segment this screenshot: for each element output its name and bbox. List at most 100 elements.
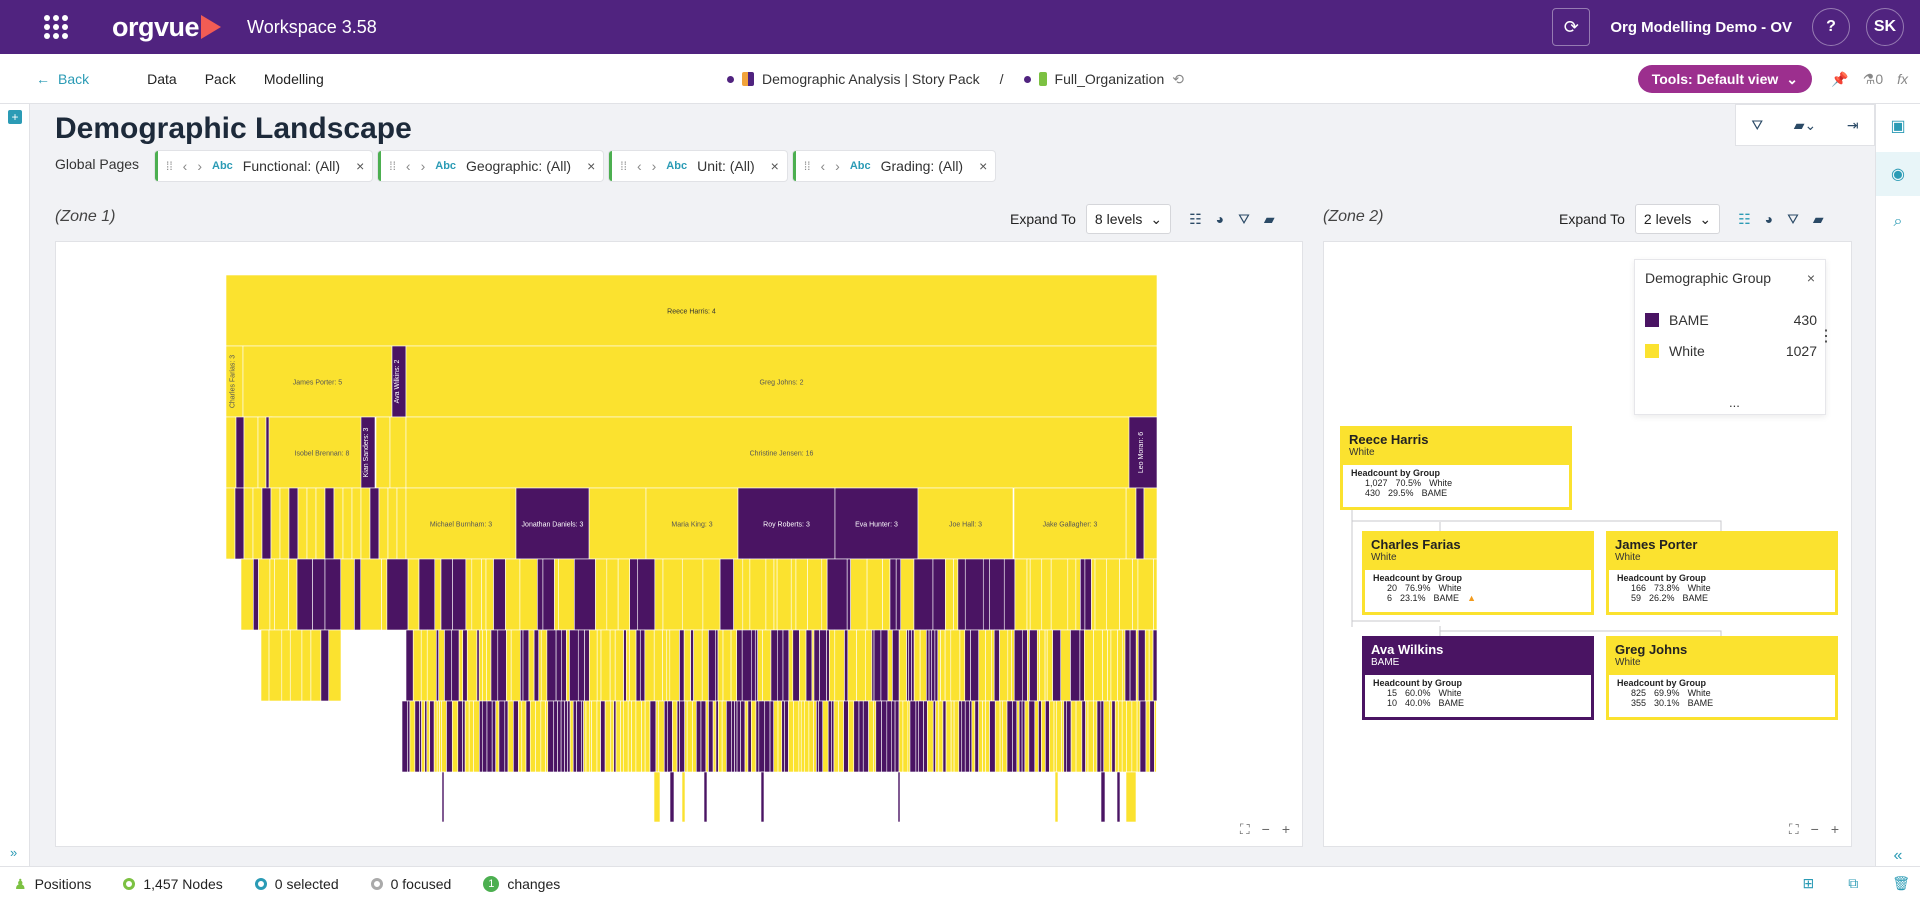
treemap-cell[interactable] [360,487,371,560]
treemap-cell[interactable] [581,700,584,773]
treemap-cell[interactable] [297,487,308,560]
treemap-cell[interactable] [1137,629,1146,702]
treemap-cell[interactable] [722,629,732,702]
treemap-cell[interactable] [644,700,651,773]
treemap-cell[interactable] [1028,700,1036,773]
treemap-cell[interactable] [928,629,933,702]
treemap-cell[interactable] [978,629,986,702]
treemap-cell[interactable] [518,700,523,773]
treemap-cell[interactable] [301,629,312,702]
prev-icon[interactable]: ‹ [636,158,642,174]
treemap-cell[interactable] [769,700,775,773]
treemap-cell[interactable] [537,558,544,631]
treemap-cell[interactable] [478,629,483,702]
treemap-cell[interactable] [683,629,691,702]
status-selected[interactable]: 0 selected [254,876,339,892]
treemap-cell[interactable] [681,771,686,823]
treemap-cell[interactable] [505,558,521,631]
treemap-cell[interactable] [560,700,565,773]
treemap-cell[interactable] [795,558,808,631]
treemap-cell[interactable] [1041,558,1052,631]
treemap-cell[interactable] [649,700,657,773]
treemap-cell[interactable] [804,700,810,773]
treemap-cell[interactable] [1016,700,1020,773]
treemap-cell[interactable] [776,629,784,702]
filter-icon[interactable]: ⛛ [1787,210,1799,227]
treemap-cell[interactable] [712,700,717,773]
treemap-cell[interactable] [614,629,624,702]
treemap-cell[interactable] [1100,700,1105,773]
treemap-cell[interactable] [764,700,771,773]
treemap-cell[interactable] [693,629,703,702]
treemap-cell[interactable] [1153,558,1158,631]
treemap-cell[interactable] [629,558,639,631]
treemap-cell[interactable] [813,700,817,773]
treemap-cell[interactable] [606,558,619,631]
treemap-cell[interactable] [898,629,907,702]
treemap-cell[interactable] [609,629,616,702]
treemap-cell[interactable] [479,700,483,773]
treemap-cell[interactable] [1021,700,1026,773]
treemap-cell[interactable] [944,629,952,702]
treemap-cell[interactable] [1027,629,1030,702]
treemap-cell[interactable] [623,700,629,773]
treemap-cell[interactable] [755,700,760,773]
zoom-out-icon[interactable]: − [1261,821,1270,837]
treemap-cell[interactable] [378,487,389,560]
list-icon[interactable]: ☷ [1738,210,1751,227]
treemap-cell-root[interactable] [225,274,1158,347]
treemap-cell[interactable] [506,629,512,702]
treemap-cell[interactable] [1006,700,1014,773]
treemap-cell[interactable] [635,629,641,702]
close-icon[interactable]: × [356,158,365,174]
treemap-cell[interactable] [476,629,480,702]
treemap-cell[interactable] [1063,700,1067,773]
comment-icon[interactable]: ▰⌄ [1793,116,1817,133]
treemap-cell[interactable] [260,629,270,702]
treemap-cell[interactable] [1139,700,1147,773]
trash-icon[interactable]: 🗑 [1892,875,1910,891]
treemap-cell[interactable] [961,700,966,773]
treemap-cell[interactable] [811,629,815,702]
treemap-cell[interactable] [762,629,772,702]
treemap-cell[interactable] [684,700,688,773]
treemap-cell[interactable] [1103,700,1110,773]
treemap-cell[interactable] [958,700,963,773]
treemap-cell[interactable] [982,558,990,631]
treemap-cell[interactable] [631,700,637,773]
treemap-cell[interactable] [1094,558,1107,631]
treemap-cell[interactable] [281,629,291,702]
treemap-cell[interactable] [907,700,911,773]
treemap-cell[interactable] [1110,629,1118,702]
treemap-cell[interactable] [718,700,723,773]
filter-icon[interactable]: ⛛ [1751,116,1764,133]
treemap-cell[interactable] [663,700,668,773]
treemap-cell[interactable] [584,629,590,702]
treemap-cell[interactable] [819,629,827,702]
treemap-cell[interactable] [964,629,971,702]
treemap-cell[interactable] [971,700,976,773]
legend-item-bame[interactable]: BAME 430 [1645,312,1817,328]
treemap-cell[interactable] [703,771,708,823]
treemap-cell[interactable] [1002,700,1008,773]
treemap-cell[interactable] [666,629,671,702]
treemap-cell[interactable] [1124,629,1131,702]
treemap-cell[interactable] [328,629,342,702]
treemap-cell[interactable] [421,700,426,773]
treemap-cell[interactable] [389,416,407,489]
treemap-cell[interactable] [805,629,813,702]
treemap-cell[interactable] [617,558,631,631]
treemap-cell[interactable] [781,700,785,773]
treemap-cell[interactable] [705,700,709,773]
treemap-cell[interactable] [982,700,986,773]
refresh-icon[interactable]: ⟲ [1172,70,1184,87]
treemap-cell[interactable] [788,700,794,773]
treemap-cell[interactable] [1075,558,1081,631]
treemap-cell[interactable] [654,558,664,631]
treemap-cell[interactable] [464,700,470,773]
treemap-cell[interactable] [498,700,506,773]
treemap-cell[interactable] [1061,700,1065,773]
treemap-cell[interactable] [1135,629,1139,702]
treemap-cell[interactable] [288,558,298,631]
zone1-levels-select[interactable]: 8 levels ⌄ [1085,204,1172,234]
